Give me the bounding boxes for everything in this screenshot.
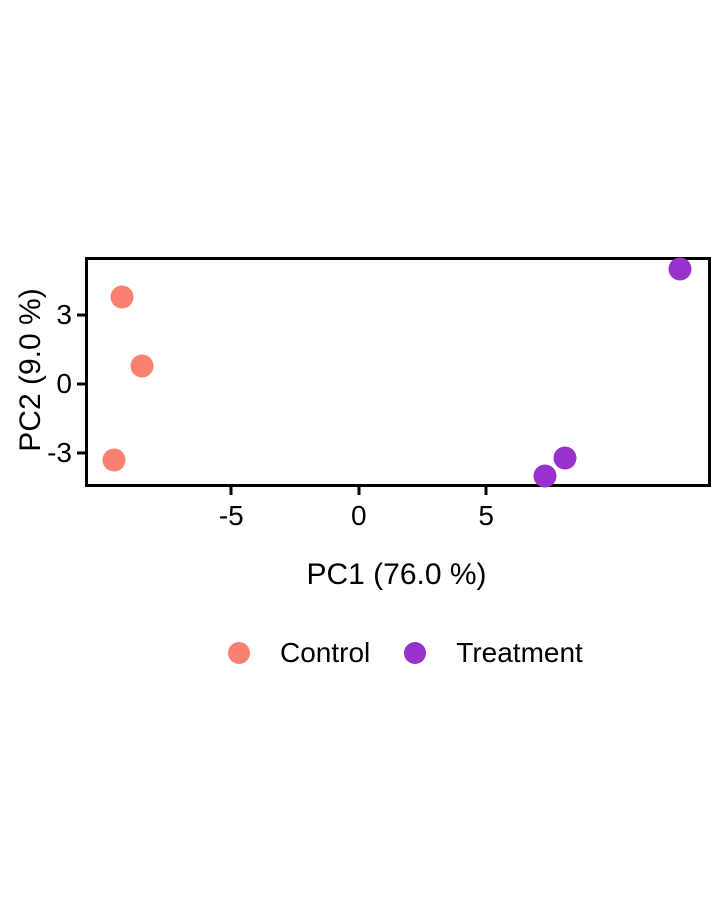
data-point-treatment [533, 464, 557, 488]
x-axis-title: PC1 (76.0 %) [306, 558, 487, 591]
y-axis-tick-mark [77, 382, 85, 386]
plot-panel [85, 257, 711, 487]
legend: Control Treatment [228, 638, 583, 668]
legend-label-control: Control [280, 637, 371, 668]
x-axis-tick-label: -5 [218, 500, 244, 531]
x-axis-tick-mark [357, 487, 361, 495]
data-point-treatment [553, 446, 577, 470]
y-axis-tick-mark [77, 313, 85, 317]
y-axis-title: PC2 (9.0 %) [14, 288, 47, 452]
x-axis-tick-mark [484, 487, 488, 495]
legend-item-treatment: Treatment [404, 638, 583, 668]
x-axis-tick-label: 0 [350, 500, 367, 531]
legend-dot-control [228, 642, 250, 664]
legend-item-control: Control [228, 638, 370, 668]
data-point-treatment [668, 257, 692, 281]
y-axis-tick-label: 0 [56, 368, 72, 400]
y-axis-tick-label: -3 [47, 437, 72, 469]
data-point-control [130, 354, 154, 378]
x-axis-tick-mark [229, 487, 233, 495]
y-axis-tick-mark [77, 451, 85, 455]
data-point-control [102, 448, 126, 472]
legend-dot-treatment [404, 642, 427, 664]
data-point-control [110, 285, 134, 309]
x-axis-tick-label: 5 [478, 500, 495, 531]
y-axis-tick-label: 3 [56, 299, 72, 331]
legend-label-treatment: Treatment [456, 637, 583, 668]
